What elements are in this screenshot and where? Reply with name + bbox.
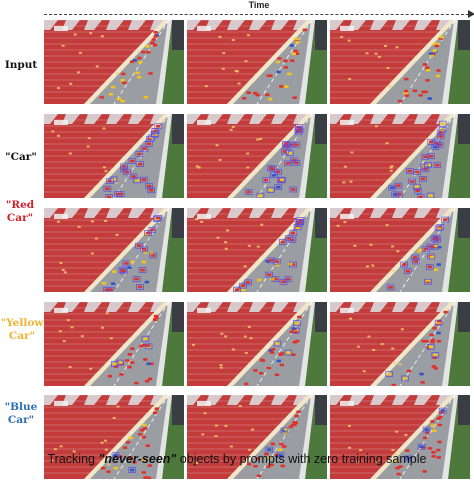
video-frame (330, 114, 470, 198)
video-frame (44, 20, 184, 104)
row-label-car: "Car" (5, 151, 37, 163)
video-frame (44, 208, 184, 292)
video-frame (187, 114, 327, 198)
time-label: Time (248, 0, 270, 10)
time-axis: Time (44, 0, 474, 20)
caption: Tracking "never-seen" objects by prompts… (0, 452, 474, 466)
time-arrow-line (44, 14, 474, 15)
video-frame (44, 114, 184, 198)
row-label-yellow-car: "Yellow Car" (0, 317, 44, 342)
video-frame (330, 302, 470, 386)
row-label-red-car: "Red Car" (5, 199, 35, 224)
video-frame (330, 208, 470, 292)
video-frame (187, 20, 327, 104)
video-frame (44, 395, 184, 479)
row-label-input: Input (4, 59, 38, 71)
video-frame (44, 302, 184, 386)
caption-suffix: objects by prompts with zero training sa… (176, 452, 427, 466)
video-frame (330, 395, 470, 479)
caption-emphasis: "never-seen" (98, 452, 177, 466)
caption-prefix: Tracking (47, 452, 99, 466)
video-frame (187, 302, 327, 386)
video-frame (187, 395, 327, 479)
arrow-right-icon (468, 10, 474, 18)
video-frame (330, 20, 470, 104)
video-frame (187, 208, 327, 292)
row-label-blue-car: "Blue Car" (4, 401, 38, 426)
